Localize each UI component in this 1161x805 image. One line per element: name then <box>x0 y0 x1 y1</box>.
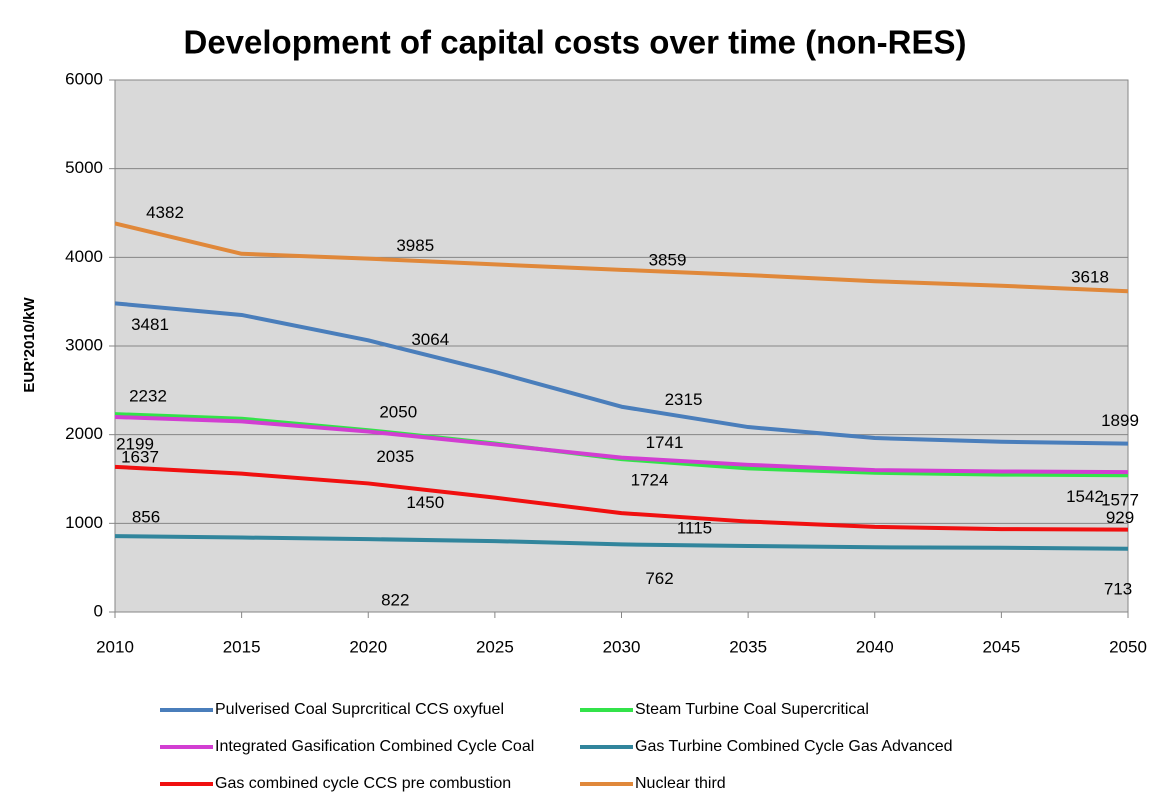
data-label: 3859 <box>649 250 687 269</box>
x-tick-label: 2020 <box>349 637 387 656</box>
data-label: 856 <box>132 508 160 527</box>
data-label: 2199 <box>116 435 154 454</box>
data-label: 2232 <box>129 387 167 406</box>
data-label: 1899 <box>1101 411 1139 430</box>
legend-label: Nuclear third <box>635 775 726 792</box>
data-label: 4382 <box>146 203 184 222</box>
y-axis-label: EUR'2010/kW <box>21 297 38 393</box>
legend-label: Pulverised Coal Suprcritical CCS oxyfuel <box>215 701 504 718</box>
data-label: 822 <box>381 591 409 610</box>
data-label: 762 <box>645 569 673 588</box>
series-line <box>114 464 1129 532</box>
data-label: 3064 <box>411 330 449 349</box>
series-line <box>114 301 1129 446</box>
y-tick-label: 1000 <box>65 513 103 532</box>
x-tick-label: 2015 <box>223 637 261 656</box>
data-label: 713 <box>1104 579 1132 598</box>
x-tick-label: 2010 <box>96 637 134 656</box>
series-line <box>114 415 1129 475</box>
data-label: 1724 <box>631 471 669 490</box>
y-tick-label: 3000 <box>65 335 103 354</box>
data-label: 1450 <box>406 493 444 512</box>
chart-title: Development of capital costs over time (… <box>184 24 967 61</box>
y-tick-label: 0 <box>94 601 103 620</box>
y-tick-label: 4000 <box>65 247 103 266</box>
data-label: 1577 <box>1101 491 1139 510</box>
legend-label: Integrated Gasification Combined Cycle C… <box>215 738 534 755</box>
y-tick-label: 2000 <box>65 424 103 443</box>
data-label: 2050 <box>379 403 417 422</box>
series-line <box>114 221 1129 294</box>
data-label: 1637 <box>121 447 159 466</box>
data-label: 3618 <box>1071 268 1109 287</box>
legend-label: Gas Turbine Combined Cycle Gas Advanced <box>635 738 953 755</box>
data-label: 3985 <box>396 236 434 255</box>
data-label: 2315 <box>665 390 703 409</box>
y-tick-label: 5000 <box>65 158 103 177</box>
x-tick-label: 2045 <box>982 637 1020 656</box>
x-tick-label: 2035 <box>729 637 767 656</box>
x-tick-label: 2025 <box>476 637 514 656</box>
legend-label: Gas combined cycle CCS pre combustion <box>215 775 511 792</box>
data-label: 1115 <box>677 519 712 538</box>
data-label: 3481 <box>131 315 169 334</box>
data-label: 929 <box>1106 508 1134 527</box>
series-line <box>114 534 1129 551</box>
data-label: 1542 <box>1066 487 1104 506</box>
data-label: 1741 <box>646 433 684 452</box>
x-tick-label: 2040 <box>856 637 894 656</box>
x-tick-label: 2030 <box>603 637 641 656</box>
legend-label: Steam Turbine Coal Supercritical <box>635 701 869 718</box>
x-tick-label: 2050 <box>1109 637 1147 656</box>
y-tick-label: 6000 <box>65 69 103 88</box>
data-label: 2035 <box>376 447 414 466</box>
